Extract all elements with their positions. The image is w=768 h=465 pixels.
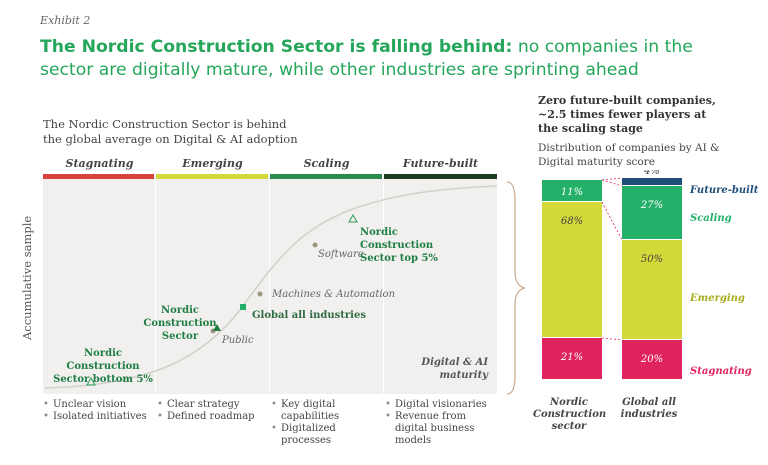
legend-stagnating: Stagnating xyxy=(690,366,752,377)
bar-segment-stagnating-0 xyxy=(542,338,602,379)
global-marker xyxy=(240,304,246,310)
bullet-item: Defined roadmap xyxy=(157,411,269,423)
bullet-item: Key digital capabilities xyxy=(271,399,383,423)
bar-value-label: 4% xyxy=(643,170,660,177)
left-subtitle: The Nordic Construction Sector is behind… xyxy=(43,117,298,146)
ncs-marker xyxy=(213,324,221,331)
label-ncs-top: Nordic Construction Sector top 5% xyxy=(360,227,438,264)
stage-divider xyxy=(269,179,270,394)
legend-scaling: Scaling xyxy=(690,213,732,224)
bullets-future-built: Digital visionaries Revenue from digital… xyxy=(385,399,497,447)
stage-header-emerging: Emerging xyxy=(182,157,243,170)
headline: The Nordic Construction Sector is fallin… xyxy=(40,36,740,82)
category-label-nordic: Nordic Construction sector xyxy=(533,397,607,432)
bar-segment-stagnating-1 xyxy=(622,340,682,379)
bullets-stagnating: Unclear vision Isolated initiatives xyxy=(43,399,155,423)
stage-bar-stagnating xyxy=(43,174,154,179)
brace-connector xyxy=(506,181,526,395)
exhibit-label: Exhibit 2 xyxy=(40,14,91,27)
bar-value-label: 21% xyxy=(560,352,583,363)
stage-divider xyxy=(155,179,156,394)
maturity-curve-panel xyxy=(43,176,497,394)
legend-future-built: Future-built xyxy=(690,185,759,196)
stage-header-stagnating: Stagnating xyxy=(65,157,134,170)
label-software: Software xyxy=(318,249,364,260)
category-label-global: Global all industries xyxy=(620,397,678,420)
bullet-item: Digitalized processes xyxy=(271,423,383,447)
connector-line xyxy=(601,337,623,341)
stage-bar-emerging xyxy=(156,174,268,179)
y-axis-label: Accumulative sample xyxy=(20,215,34,340)
bar-value-label: 50% xyxy=(641,254,663,265)
bullet-item: Clear strategy xyxy=(157,399,269,411)
label-ncs: Nordic Construction Sector xyxy=(143,305,217,342)
maturity-s-curve xyxy=(44,185,498,389)
bar-value-label: 68% xyxy=(561,216,583,227)
stage-divider xyxy=(383,179,384,394)
stage-bar-scaling xyxy=(270,174,382,179)
bullets-scaling: Key digital capabilities Digitalized pro… xyxy=(271,399,383,447)
bar-value-label: 27% xyxy=(640,200,663,211)
legend-emerging: Emerging xyxy=(690,293,745,304)
bullet-item: Unclear vision xyxy=(43,399,155,411)
stacked-bar-chart: 21% 68% 11% 20% 50% 27% 4% xyxy=(542,170,682,379)
label-ncs-bottom: Nordic Construction Sector bottom 5% xyxy=(53,348,153,385)
ncs-bottom-marker xyxy=(86,376,96,386)
bar-segment-scaling-1 xyxy=(622,186,682,239)
bar-segment-future-built-1 xyxy=(622,178,682,185)
headline-bold: The Nordic Construction Sector is fallin… xyxy=(40,37,513,57)
connector-line xyxy=(601,177,623,181)
bullet-item: Revenue from digital business models xyxy=(385,411,497,447)
software-marker xyxy=(312,242,318,248)
bar-value-label: 20% xyxy=(640,354,663,365)
machines-marker xyxy=(257,291,263,297)
connector-line xyxy=(601,179,623,187)
ncs-top-marker xyxy=(348,213,358,223)
bar-value-label: 11% xyxy=(561,187,583,198)
label-machines: Machines & Automation xyxy=(272,289,396,300)
bar-segment-emerging-0 xyxy=(542,202,602,337)
label-public: Public xyxy=(222,335,254,346)
bar-segment-emerging-1 xyxy=(622,240,682,339)
bar-segment-scaling-0 xyxy=(542,180,602,201)
right-title: Zero future-built companies, ~2.5 times … xyxy=(538,94,716,135)
stage-header-scaling: Scaling xyxy=(303,157,350,170)
bullet-item: Isolated initiatives xyxy=(43,411,155,423)
right-subtitle: Distribution of companies by AI & Digita… xyxy=(538,142,720,168)
label-global: Global all industries xyxy=(252,310,366,321)
bullets-emerging: Clear strategy Defined roadmap xyxy=(157,399,269,423)
headline-rest: no companies in the sector are digitally… xyxy=(40,37,693,80)
stage-header-future-built: Future-built xyxy=(402,157,479,170)
x-axis-label: Digital & AI maturity xyxy=(421,357,488,381)
connector-line xyxy=(601,201,623,241)
stage-bar-future-built xyxy=(384,174,497,179)
bullet-item: Digital visionaries xyxy=(385,399,497,411)
